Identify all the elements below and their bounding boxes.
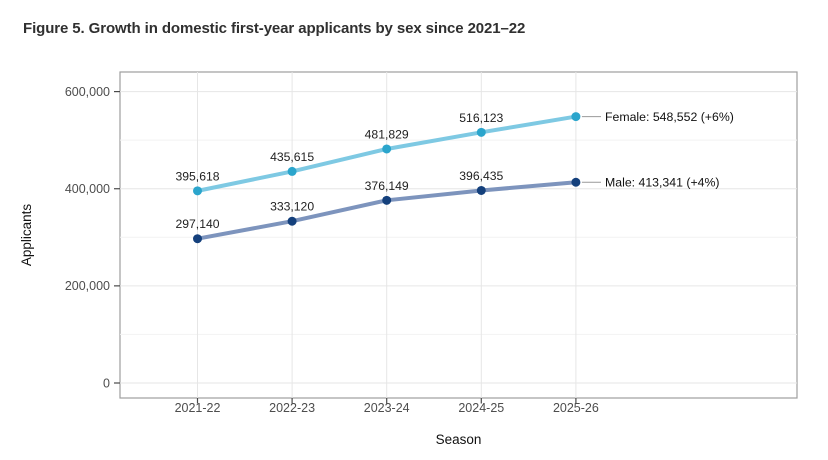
data-label: 333,120 [270,200,314,214]
data-label: 396,435 [459,169,503,183]
x-tick-label: 2025-26 [553,401,599,415]
data-point-female [193,186,202,196]
x-tick-label: 2021-22 [175,401,221,415]
data-label: 435,615 [270,150,314,164]
x-tick-label: 2023-24 [364,401,410,415]
y-tick-label: 200,000 [65,279,110,293]
data-label: 395,618 [175,169,219,183]
data-point-female [287,166,297,176]
data-point-female [571,112,581,122]
x-tick-label: 2024-25 [458,401,504,415]
data-point-male [571,177,581,187]
figure-title: Figure 5. Growth in domestic first-year … [23,20,526,37]
data-label: 516,123 [459,111,503,125]
end-label-female: Female: 548,552 (+6%) [605,110,734,124]
y-tick-label: 0 [103,376,110,390]
y-tick-label: 600,000 [65,85,110,99]
x-axis-title: Season [436,432,482,447]
data-point-female [382,144,392,154]
data-point-female [476,127,486,137]
data-point-male [287,216,297,226]
data-point-male [193,234,202,244]
plot-panel [119,71,798,399]
data-label: 376,149 [365,179,409,193]
y-axis-title: Applicants [19,204,34,267]
data-label: 481,829 [365,127,409,141]
y-tick-label: 400,000 [65,182,110,196]
data-label: 297,140 [175,217,219,231]
data-point-male [476,185,486,195]
end-label-male: Male: 413,341 (+4%) [605,176,720,190]
x-tick-label: 2022-23 [269,401,315,415]
data-point-male [382,195,392,205]
